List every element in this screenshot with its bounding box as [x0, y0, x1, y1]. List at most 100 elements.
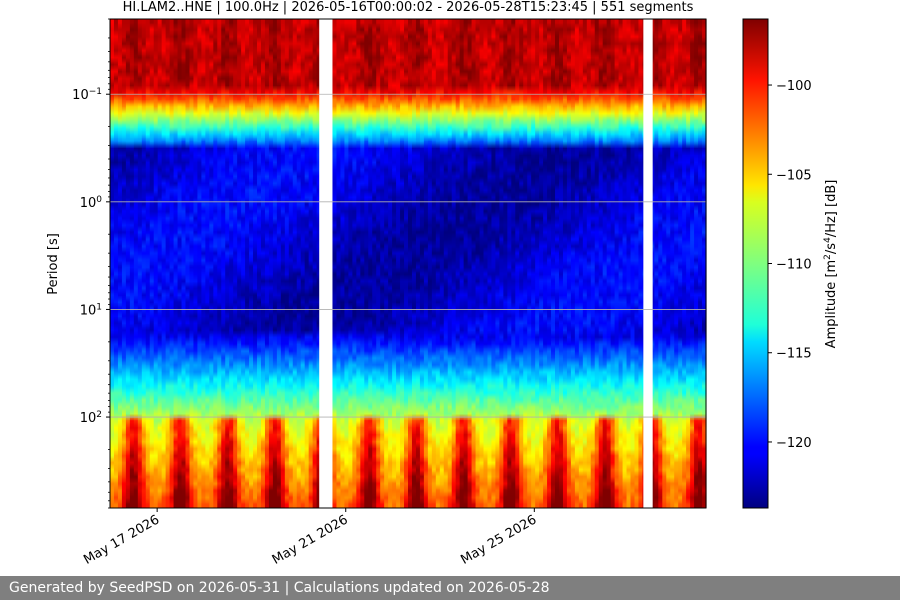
- heatmap-column: [356, 19, 361, 508]
- heatmap-column: [543, 19, 548, 508]
- heatmap-column: [121, 19, 127, 508]
- data-gap: [643, 19, 653, 508]
- heatmap-column: [539, 19, 544, 508]
- heatmap-column: [535, 19, 540, 508]
- heatmap-column: [694, 19, 699, 508]
- heatmap-column: [638, 19, 644, 508]
- heatmap-column: [276, 19, 282, 508]
- heatmap-column: [296, 19, 302, 508]
- heatmap-column: [149, 19, 155, 508]
- heatmap-column: [455, 19, 461, 508]
- heatmap-column: [189, 19, 195, 508]
- x-tick-label: May 25 2026: [458, 512, 539, 567]
- heatmap-column: [173, 19, 179, 508]
- heatmap-column: [435, 19, 441, 508]
- heatmap-column: [634, 19, 640, 508]
- colorbar-gradient: [742, 18, 769, 509]
- colorbar-tick-label: −115: [776, 347, 812, 362]
- heatmap-column: [666, 19, 671, 508]
- heatmap-column: [157, 19, 163, 508]
- heatmap-column: [523, 19, 528, 508]
- heatmap-column: [332, 19, 338, 508]
- footer-bar: Generated by SeedPSD on 2026-05-31 | Cal…: [0, 576, 900, 600]
- heatmap-column: [137, 19, 143, 508]
- heatmap-column: [606, 19, 612, 508]
- heatmap-column: [340, 19, 346, 508]
- footer-text: Generated by SeedPSD on 2026-05-31 | Cal…: [9, 580, 550, 596]
- heatmap-column: [404, 19, 409, 508]
- y-axis-label: Period [s]: [46, 233, 61, 295]
- heatmap-column: [133, 19, 139, 508]
- heatmap-column: [213, 19, 218, 508]
- heatmap-column: [388, 19, 393, 508]
- heatmap-column: [253, 19, 258, 508]
- heatmap-column: [384, 19, 389, 508]
- heatmap-column: [594, 19, 600, 508]
- x-axis: May 17 2026 May 21 2026 May 25 2026: [81, 508, 539, 568]
- heatmap-column: [491, 19, 497, 508]
- heatmap-column: [145, 19, 151, 508]
- heatmap-column: [408, 19, 413, 508]
- heatmap-column: [574, 19, 580, 508]
- heatmap-column: [229, 19, 234, 508]
- heatmap-column: [499, 19, 504, 508]
- heatmap-column: [141, 19, 147, 508]
- heatmap-column: [507, 19, 512, 508]
- heatmap-column: [241, 19, 246, 508]
- heatmap-column: [419, 19, 425, 508]
- y-gridlines: [110, 93, 706, 418]
- heatmap-column: [686, 19, 691, 508]
- heatmap-column: [610, 19, 616, 508]
- heatmap-column: [602, 19, 608, 508]
- heatmap-column: [551, 19, 556, 508]
- heatmap-column: [487, 19, 493, 508]
- colorbar-tick-label: −105: [776, 168, 812, 183]
- y-axis: 10−1 100 101 102: [72, 18, 110, 509]
- heatmap-column: [682, 19, 687, 508]
- heatmap-column: [475, 19, 481, 508]
- heatmap-column: [177, 19, 183, 508]
- heatmap-column: [129, 19, 135, 508]
- heatmap-column: [264, 19, 270, 508]
- heatmap-column: [555, 19, 560, 508]
- plot-frame: [109, 18, 707, 509]
- heatmap-column: [400, 19, 405, 508]
- heatmap-column: [165, 19, 171, 508]
- heatmap-column: [698, 19, 703, 508]
- heatmap-column: [201, 19, 206, 508]
- heatmap-column: [300, 19, 306, 508]
- heatmap-column: [380, 19, 385, 508]
- heatmap-column: [451, 19, 457, 508]
- heatmap-column: [113, 19, 119, 508]
- heatmap-column: [598, 19, 604, 508]
- x-tick-label: May 17 2026: [81, 512, 162, 567]
- heatmap-column: [562, 19, 568, 508]
- heatmap-column: [225, 19, 230, 508]
- heatmap-column: [495, 19, 500, 508]
- y-tick-label: 10−1: [72, 87, 102, 103]
- heatmap-column: [364, 19, 369, 508]
- heatmap-column: [125, 19, 131, 508]
- heatmap-column: [503, 19, 508, 508]
- y-tick-label: 102: [80, 410, 102, 426]
- heatmap-column: [288, 19, 294, 508]
- heatmap-cells: [110, 19, 707, 508]
- spectrogram-figure: HI.LAM2..HNE | 100.0Hz | 2026-05-16T00:0…: [46, 0, 839, 568]
- heatmap-column: [348, 19, 353, 508]
- heatmap-column: [169, 19, 175, 508]
- heatmap-column: [670, 19, 675, 508]
- data-gap: [319, 19, 333, 508]
- heatmap-column: [153, 19, 159, 508]
- heatmap-column: [316, 19, 322, 508]
- heatmap-column: [376, 19, 381, 508]
- heatmap-column: [654, 19, 659, 508]
- heatmap-column: [396, 19, 401, 508]
- heatmap-column: [185, 19, 191, 508]
- heatmap-column: [463, 19, 469, 508]
- x-tick-label: May 21 2026: [270, 512, 351, 567]
- y-tick-label: 100: [80, 195, 103, 211]
- heatmap-column: [467, 19, 473, 508]
- heatmap-column: [443, 19, 449, 508]
- heatmap-column: [423, 19, 429, 508]
- heatmap-column: [483, 19, 489, 508]
